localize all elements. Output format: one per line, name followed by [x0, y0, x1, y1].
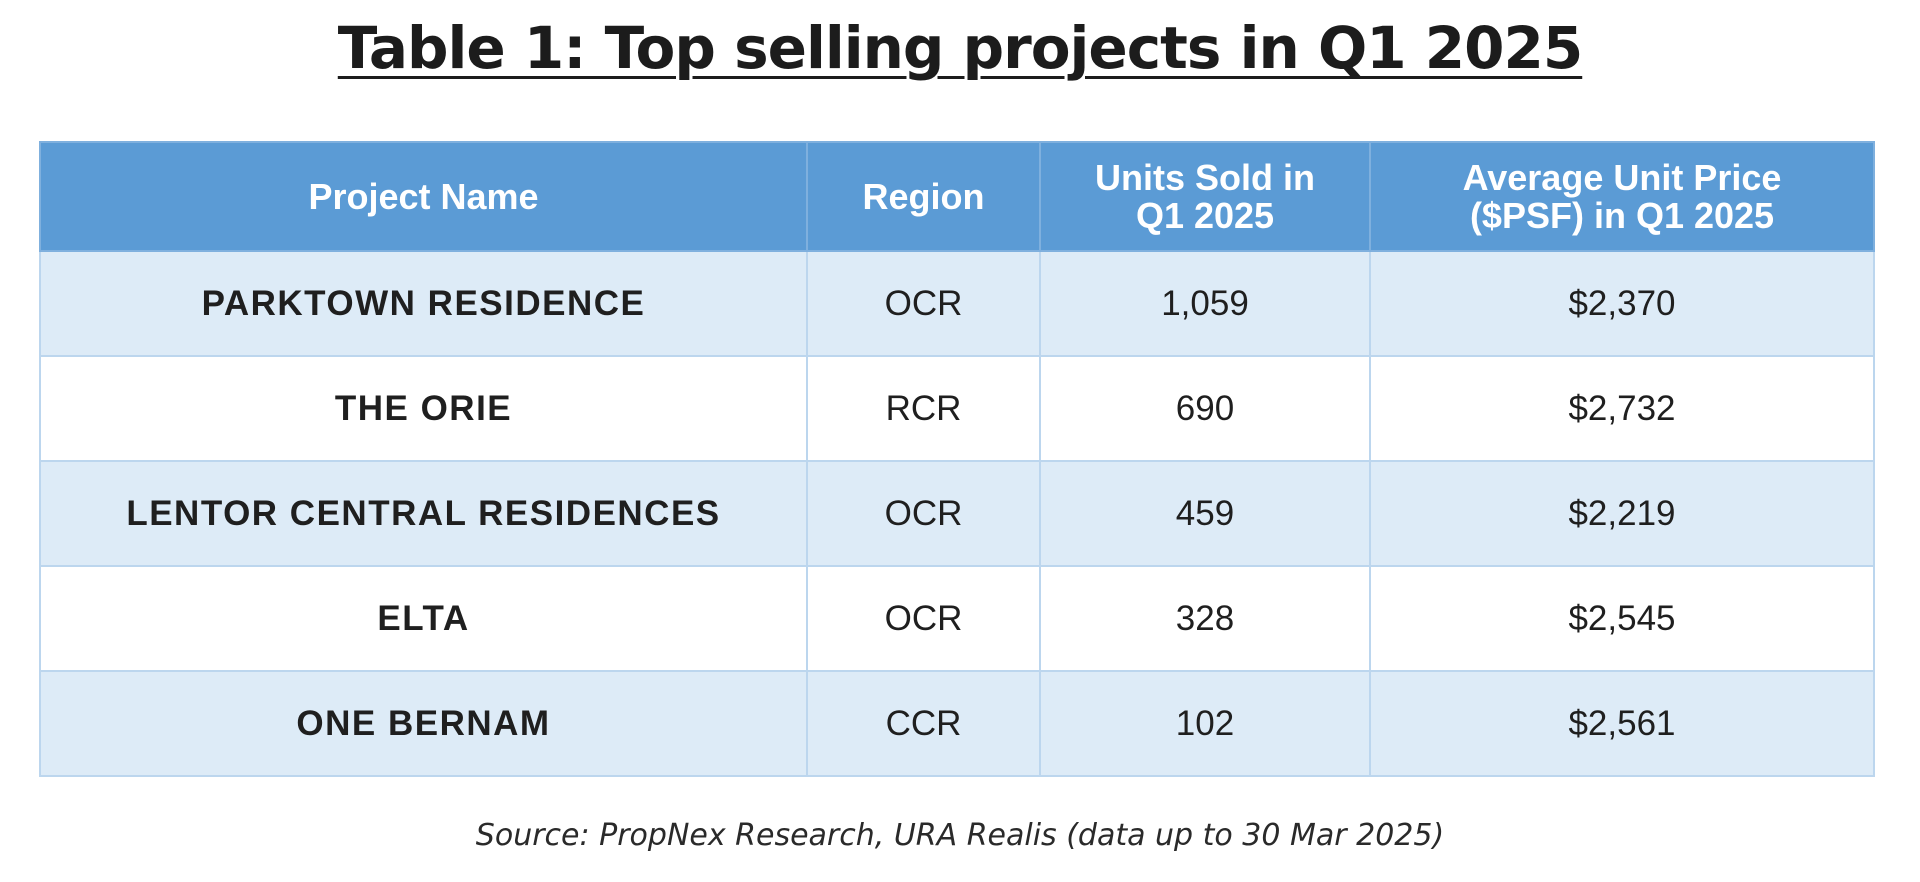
cell-region: OCR — [806, 250, 1041, 357]
table-row: PARKTOWN RESIDENCE OCR 1,059 $2,370 — [39, 250, 1875, 357]
cell-units-sold: 459 — [1039, 460, 1371, 567]
cell-region: OCR — [806, 460, 1041, 567]
cell-average-price: $2,219 — [1369, 460, 1875, 567]
page-title: Table 1: Top selling projects in Q1 2025 — [337, 14, 1583, 82]
header-region: Region — [806, 141, 1041, 252]
cell-average-price: $2,561 — [1369, 670, 1875, 777]
table-row: LENTOR CENTRAL RESIDENCES OCR 459 $2,219 — [39, 460, 1875, 567]
header-average-unit-price: Average Unit Price ($PSF) in Q1 2025 — [1369, 141, 1875, 252]
cell-project-name: ONE BERNAM — [39, 670, 808, 777]
header-avg-price-line2: ($PSF) in Q1 2025 — [1469, 194, 1775, 236]
header-units-sold: Units Sold in Q1 2025 — [1039, 141, 1371, 252]
cell-project-name: ELTA — [39, 565, 808, 672]
source-note: Source: PropNex Research, URA Realis (da… — [475, 818, 1445, 853]
cell-project-name: PARKTOWN RESIDENCE — [39, 250, 808, 357]
table-row: ELTA OCR 328 $2,545 — [39, 565, 1875, 672]
table-row: ONE BERNAM CCR 102 $2,561 — [39, 670, 1875, 777]
cell-project-name: THE ORIE — [39, 355, 808, 462]
cell-units-sold: 328 — [1039, 565, 1371, 672]
cell-units-sold: 690 — [1039, 355, 1371, 462]
table-row: THE ORIE RCR 690 $2,732 — [39, 355, 1875, 462]
cell-average-price: $2,545 — [1369, 565, 1875, 672]
table-header-row: Project Name Region Units Sold in Q1 202… — [39, 141, 1875, 252]
header-units-sold-line2: Q1 2025 — [1135, 194, 1275, 236]
cell-units-sold: 1,059 — [1039, 250, 1371, 357]
cell-project-name: LENTOR CENTRAL RESIDENCES — [39, 460, 808, 567]
top-selling-projects-table: Project Name Region Units Sold in Q1 202… — [39, 141, 1875, 777]
header-project-name: Project Name — [39, 141, 808, 252]
cell-units-sold: 102 — [1039, 670, 1371, 777]
cell-region: CCR — [806, 670, 1041, 777]
cell-region: OCR — [806, 565, 1041, 672]
cell-average-price: $2,370 — [1369, 250, 1875, 357]
cell-average-price: $2,732 — [1369, 355, 1875, 462]
header-avg-price-line1: Average Unit Price — [1462, 156, 1782, 198]
cell-region: RCR — [806, 355, 1041, 462]
header-units-sold-line1: Units Sold in — [1095, 156, 1315, 198]
